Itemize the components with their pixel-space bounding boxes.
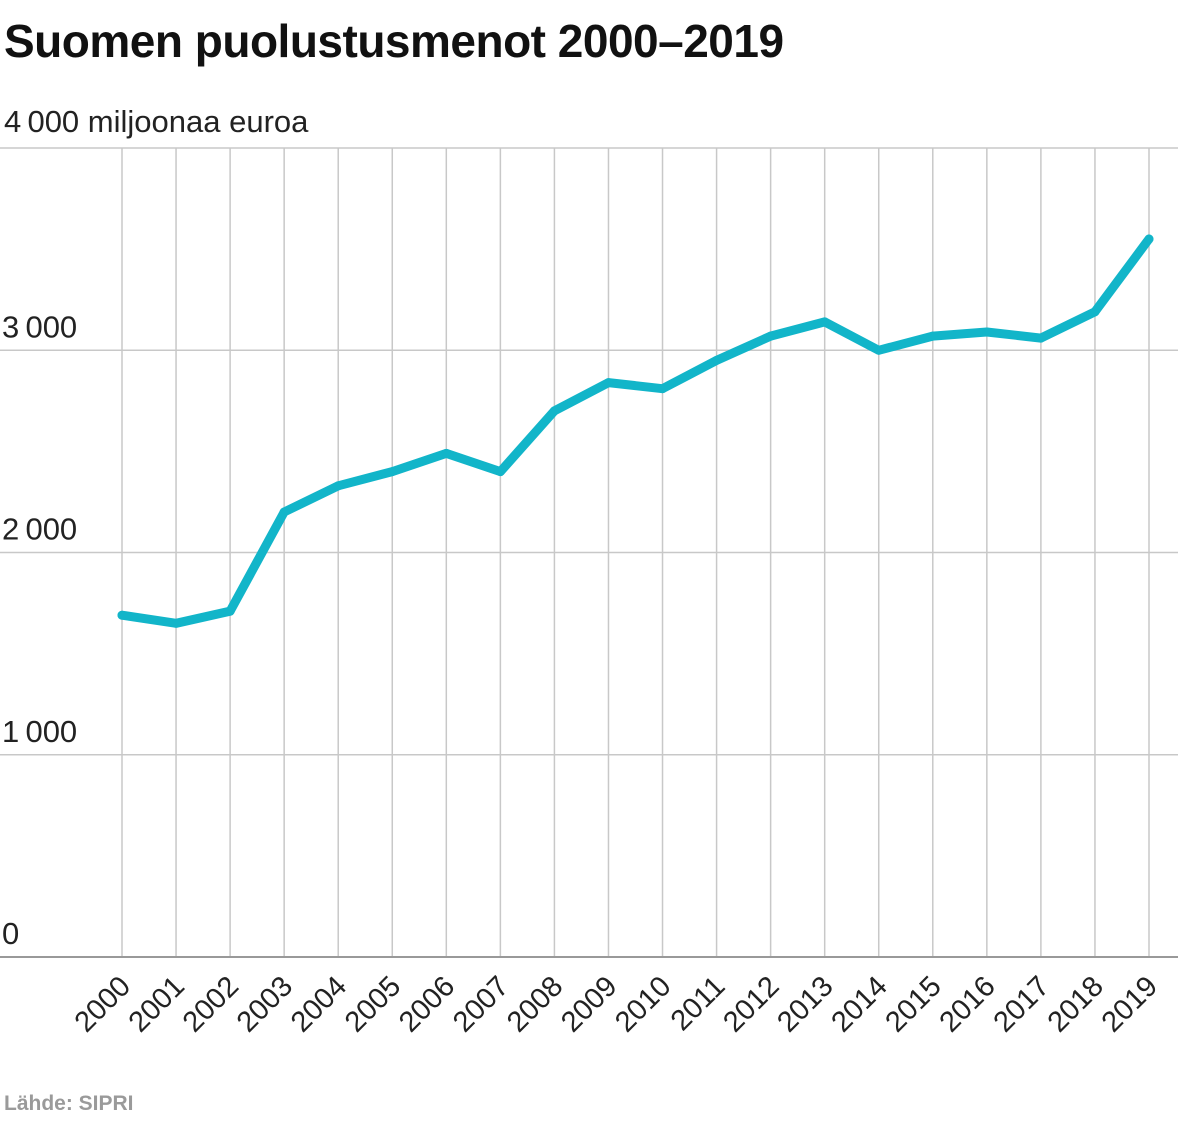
data-point-2011 xyxy=(712,355,722,365)
y-tick-label-1000: 1 000 xyxy=(2,714,77,749)
source-note: Lähde: SIPRI xyxy=(4,1092,134,1115)
data-point-2004 xyxy=(333,481,343,491)
x-tick-label-2018: 2018 xyxy=(1042,970,1110,1038)
horizontal-gridlines xyxy=(0,147,1178,958)
x-tick-label-2017: 2017 xyxy=(988,970,1056,1038)
y-tick-label-3000: 3 000 xyxy=(2,309,77,344)
x-axis-ticks: 2000200120022003200420052006200720082009… xyxy=(69,970,1164,1038)
y-tick-label-2000: 2 000 xyxy=(2,512,77,547)
x-tick-label-2010: 2010 xyxy=(609,970,677,1038)
x-tick-label-2002: 2002 xyxy=(177,970,245,1038)
data-point-2013 xyxy=(820,317,830,327)
x-tick-label-2012: 2012 xyxy=(717,970,785,1038)
x-tick-label-2007: 2007 xyxy=(447,970,515,1038)
data-point-2002 xyxy=(225,606,235,616)
data-point-2012 xyxy=(766,331,776,341)
data-point-2001 xyxy=(171,618,181,628)
x-tick-label-2011: 2011 xyxy=(665,970,732,1037)
series-line-0 xyxy=(117,234,1154,628)
data-point-2009 xyxy=(603,378,613,388)
x-tick-label-2003: 2003 xyxy=(231,970,299,1038)
y-axis-ticks: 0 1 000 2 000 3 000 xyxy=(2,309,77,951)
data-point-2003 xyxy=(279,507,289,517)
x-tick-label-2019: 2019 xyxy=(1096,970,1164,1038)
x-tick-label-2000: 2000 xyxy=(69,970,137,1038)
x-tick-label-2014: 2014 xyxy=(825,970,893,1038)
data-point-2008 xyxy=(549,406,559,416)
data-point-2000 xyxy=(117,610,127,620)
x-tick-label-2016: 2016 xyxy=(934,970,1002,1038)
chart-title: Suomen puolustusmenot 2000–2019 xyxy=(4,15,784,67)
y-axis-unit-label: 4 000 miljoonaa euroa xyxy=(4,104,309,139)
data-point-2014 xyxy=(874,345,884,355)
data-point-2007 xyxy=(495,467,505,477)
data-point-2015 xyxy=(928,331,938,341)
series-group xyxy=(117,234,1154,628)
data-point-2019 xyxy=(1144,234,1154,244)
x-tick-label-2004: 2004 xyxy=(285,970,353,1038)
data-point-2016 xyxy=(982,327,992,337)
data-point-2005 xyxy=(387,467,397,477)
data-point-2010 xyxy=(658,384,668,394)
x-tick-label-2009: 2009 xyxy=(555,970,623,1038)
x-tick-label-2005: 2005 xyxy=(339,970,407,1038)
x-tick-label-2015: 2015 xyxy=(879,970,947,1038)
x-tick-label-2008: 2008 xyxy=(501,970,569,1038)
x-tick-label-2001: 2001 xyxy=(123,970,191,1038)
data-point-2018 xyxy=(1090,307,1100,317)
x-tick-label-2013: 2013 xyxy=(771,970,839,1038)
data-point-2017 xyxy=(1036,333,1046,343)
data-point-2006 xyxy=(441,448,451,458)
y-tick-label-0: 0 xyxy=(2,916,19,951)
x-tick-label-2006: 2006 xyxy=(393,970,461,1038)
